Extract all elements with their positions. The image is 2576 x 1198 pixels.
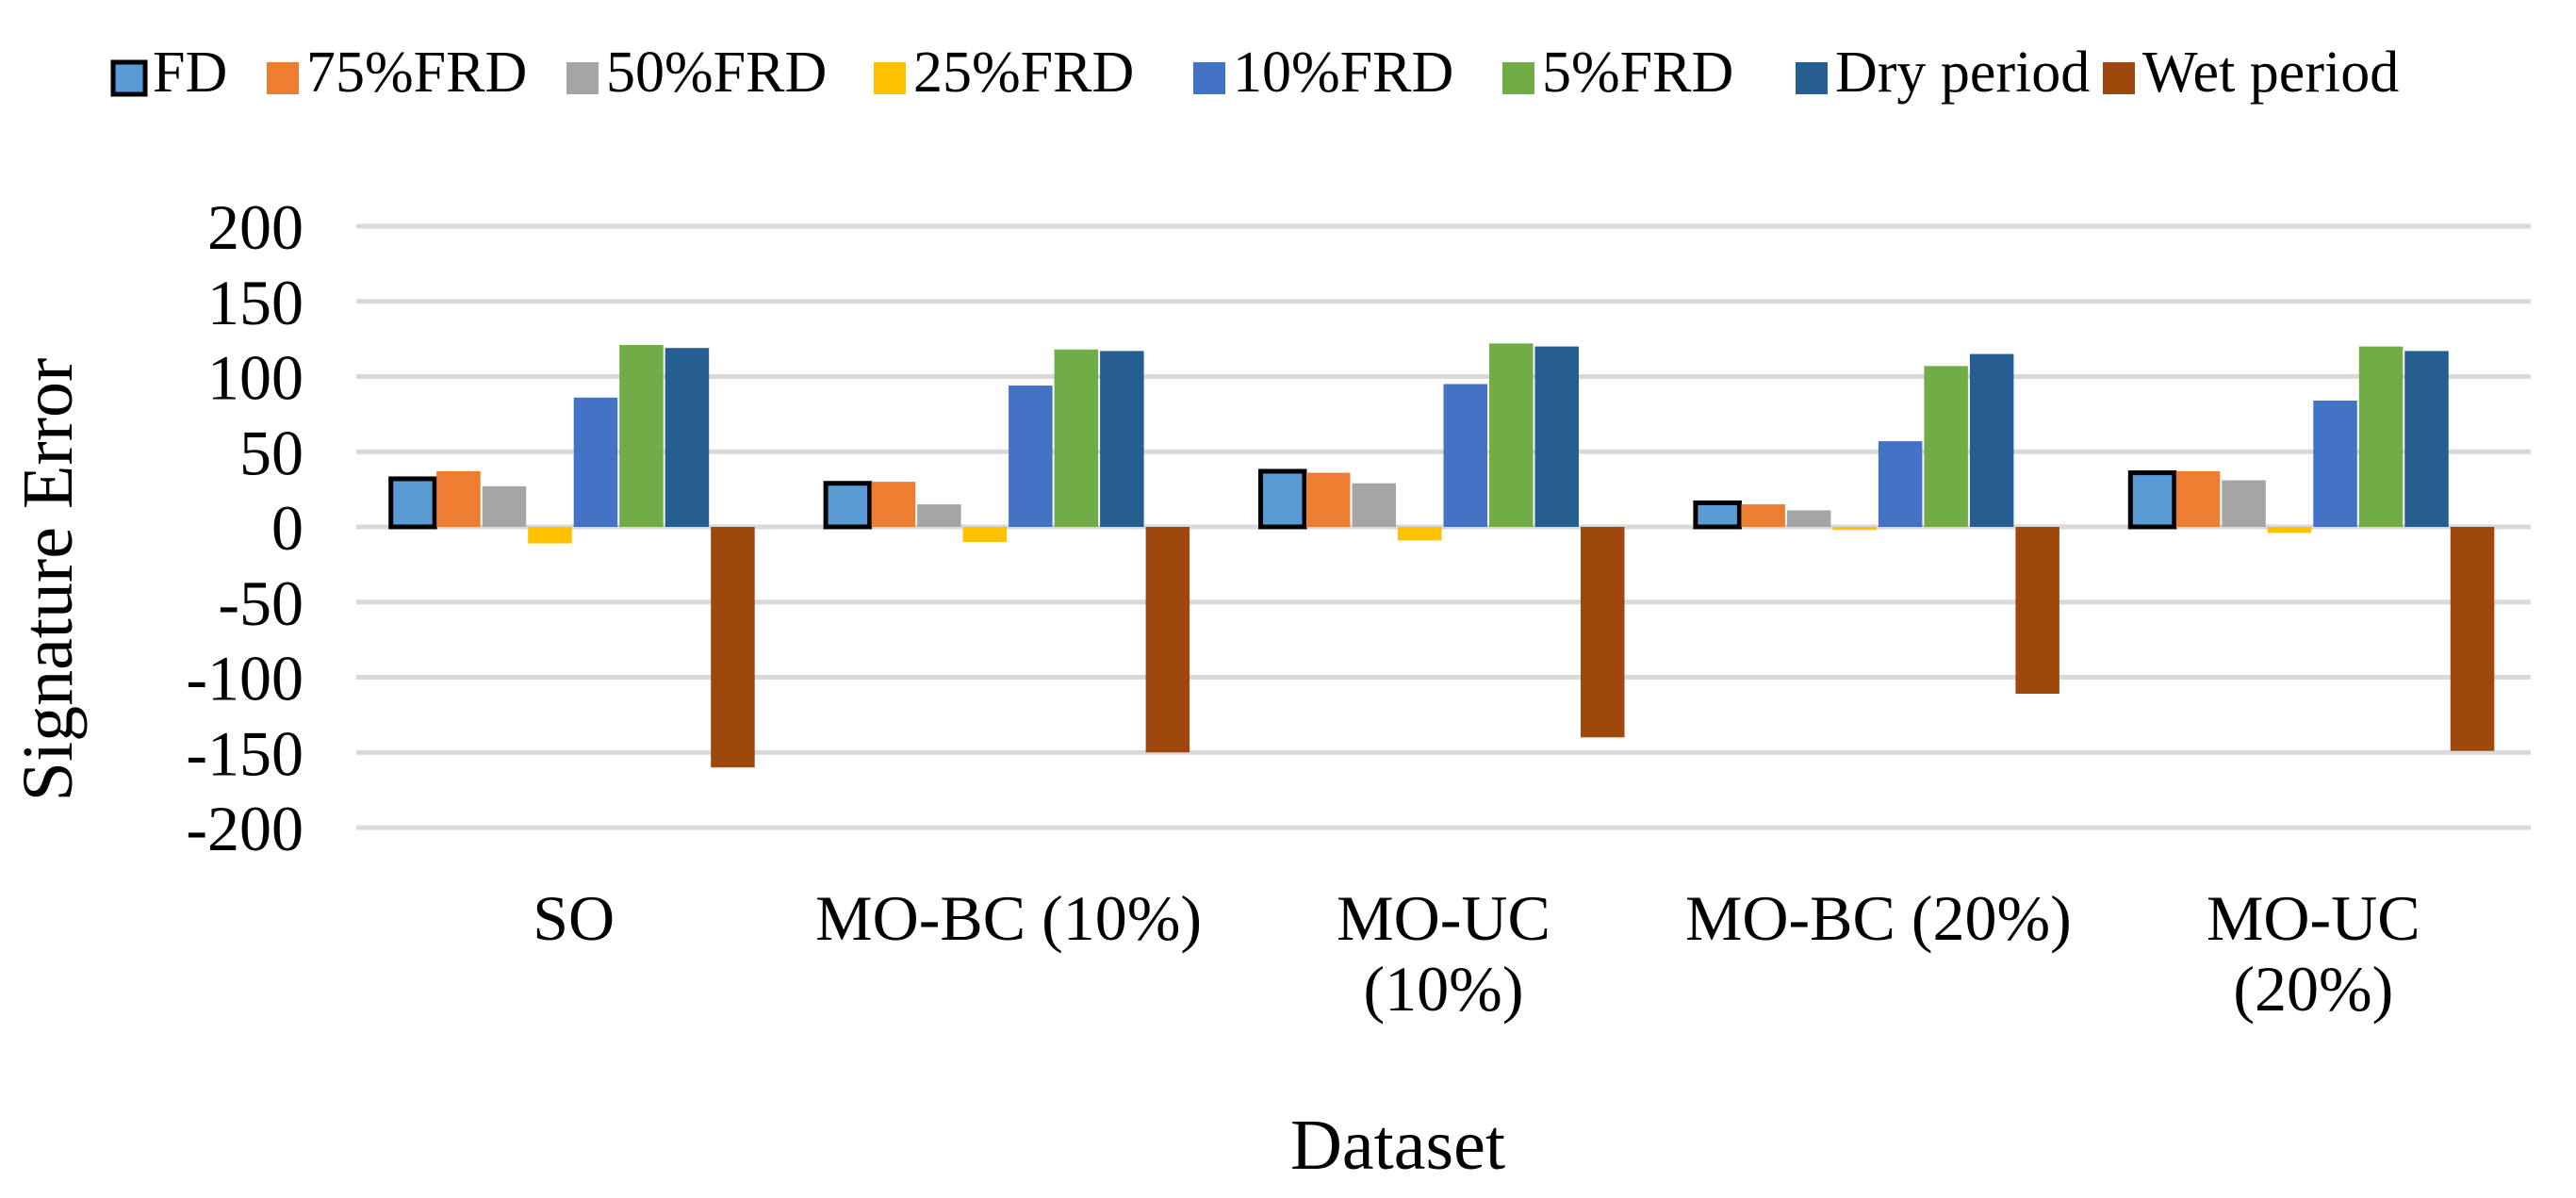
bar [1534, 346, 1579, 527]
bar [665, 348, 710, 527]
bar [1693, 500, 1742, 530]
legend-label: 5%FRD [1542, 41, 1733, 105]
bar [436, 470, 481, 527]
bar [917, 504, 961, 527]
bar [1489, 343, 1534, 527]
y-tick-label: 200 [207, 191, 304, 263]
x-axis-category-labels: SO MO-BC (10%) MO-UC(10%)MO-BC (20%) MO-UC(… [533, 882, 2420, 1025]
bar [1306, 472, 1351, 527]
bar [2015, 527, 2059, 695]
legend-swatch [1502, 62, 1534, 94]
bar [2127, 470, 2177, 530]
bar [1100, 351, 1144, 527]
legend-label: Wet period [2142, 41, 2399, 105]
x-tick-label: (10%) [1364, 953, 1524, 1025]
y-tick-label: -150 [186, 717, 304, 789]
legend: FD 75%FRD 50%FRD 25%FRD 10%FRD 5%FRD Dry perio… [110, 41, 2399, 105]
legend-label: 25%FRD [913, 41, 1134, 105]
legend-label: Dry period [1835, 41, 2090, 105]
bar [1969, 353, 2014, 527]
bar [2267, 527, 2312, 533]
bar [573, 397, 618, 527]
bar [1258, 468, 1307, 530]
y-tick-label: 150 [207, 267, 304, 338]
y-tick-label: -200 [186, 793, 304, 864]
bar [482, 485, 527, 527]
x-tick-label: MO-UC [2207, 882, 2420, 954]
bar [1924, 366, 1968, 527]
x-tick-label: MO-BC (20%) [1685, 882, 2072, 954]
y-tick-label: 0 [271, 492, 304, 564]
bar [1145, 527, 1190, 753]
x-tick-label: MO-UC [1337, 882, 1551, 954]
bar [1786, 510, 1831, 527]
legend-swatch [1193, 62, 1225, 94]
bar [1009, 386, 1053, 527]
legend-swatch [267, 62, 299, 94]
y-axis-title: Signature Error [8, 358, 88, 802]
legend-swatch [1796, 62, 1828, 94]
legend-label: FD [153, 41, 227, 105]
bar [962, 527, 1008, 542]
bar [823, 481, 873, 530]
legend-swatch [2103, 62, 2135, 94]
y-tick-label: -50 [218, 567, 304, 639]
y-tick-label: 50 [239, 417, 304, 488]
x-tick-label: SO [533, 882, 615, 954]
legend-swatch [874, 62, 906, 94]
bar [2222, 480, 2266, 527]
legend-label: 75%FRD [306, 41, 527, 105]
bar [2404, 351, 2449, 527]
x-tick-label: (20%) [2233, 953, 2393, 1025]
bar [1054, 349, 1099, 527]
bar [1581, 527, 1625, 738]
bar [2175, 470, 2221, 527]
bar [871, 482, 916, 527]
legend-label: 50%FRD [606, 41, 827, 105]
y-tick-label: 100 [207, 342, 304, 414]
bar [1878, 441, 1923, 527]
bar [2450, 527, 2495, 751]
bars [388, 343, 2495, 768]
bar [1832, 527, 1877, 531]
bar [2313, 401, 2357, 527]
legend-swatch [110, 59, 148, 97]
bar [1741, 504, 1785, 527]
bar [1398, 527, 1442, 541]
y-tick-label: -100 [186, 643, 304, 714]
x-tick-label: MO-BC (10%) [815, 882, 1202, 954]
bar [388, 476, 437, 530]
bar [528, 527, 572, 544]
bar [711, 527, 755, 768]
bar [1443, 384, 1487, 527]
legend-label: 10%FRD [1233, 41, 1453, 105]
x-axis-title: Dataset [1290, 1106, 1505, 1185]
bar [1352, 483, 1396, 527]
bar [619, 345, 664, 527]
legend-swatch [566, 62, 599, 94]
bar [2358, 346, 2404, 527]
